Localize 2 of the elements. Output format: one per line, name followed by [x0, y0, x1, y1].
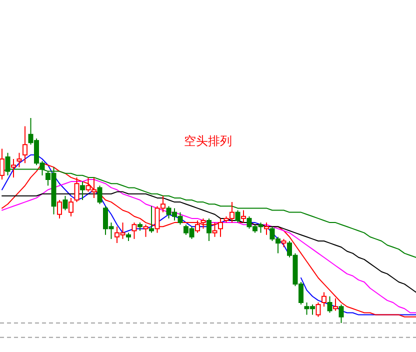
annotation: 空头排列 — [184, 134, 232, 148]
candlestick — [22, 126, 28, 164]
